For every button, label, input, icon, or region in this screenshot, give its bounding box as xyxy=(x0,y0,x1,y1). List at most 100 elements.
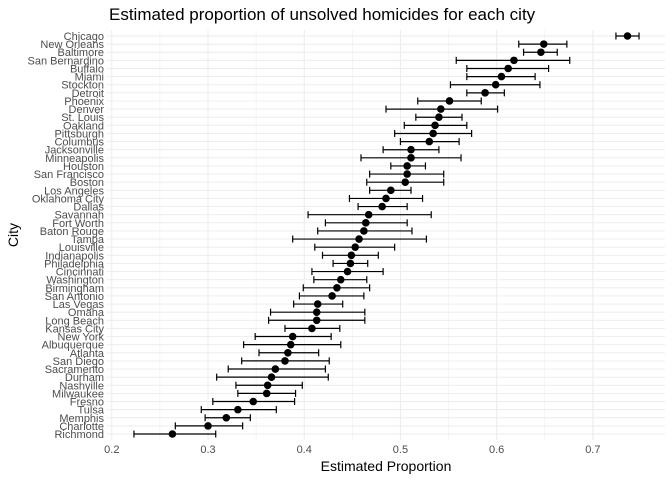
y-tick-label: Albuquerque xyxy=(42,340,104,352)
y-tick-label: Buffalo xyxy=(70,63,104,75)
data-point xyxy=(364,210,373,219)
x-tick-label: 0.4 xyxy=(297,444,312,456)
y-tick-label: Detroit xyxy=(72,88,104,100)
y-tick-label: San Francisco xyxy=(34,169,104,181)
chart-title: Estimated proportion of unsolved homicid… xyxy=(109,5,536,24)
y-tick-label: Milwaukee xyxy=(52,388,104,400)
data-point xyxy=(308,324,316,333)
data-point xyxy=(346,259,355,268)
y-tick-label: Sacramento xyxy=(45,364,104,376)
point-layer xyxy=(168,32,632,438)
y-tick-label: Durham xyxy=(65,372,104,384)
y-tick-label: Baton Rouge xyxy=(40,226,104,238)
y-tick-label: St. Louis xyxy=(61,112,104,124)
data-point xyxy=(347,251,356,260)
data-point xyxy=(267,373,276,381)
data-point xyxy=(249,397,258,406)
y-tick-label: Tulsa xyxy=(78,405,105,417)
y-tick-label: Houston xyxy=(63,161,104,173)
data-point xyxy=(425,137,434,146)
data-point xyxy=(343,267,352,276)
data-point xyxy=(284,348,292,357)
data-point xyxy=(168,430,177,438)
data-point xyxy=(288,332,297,341)
y-tick-label: Miami xyxy=(75,72,104,84)
x-tick-label: 0.3 xyxy=(200,444,215,456)
y-tick-label: Dallas xyxy=(73,202,104,214)
data-point xyxy=(360,227,368,235)
y-tick-label: San Bernardino xyxy=(28,55,104,67)
y-tick-label: San Antonio xyxy=(45,291,104,303)
y-tick-label: Pittsburgh xyxy=(54,128,104,140)
data-point xyxy=(504,64,512,73)
y-tick-label: San Diego xyxy=(53,356,104,368)
data-point xyxy=(378,202,386,211)
y-tick-label: New York xyxy=(58,332,105,344)
data-point xyxy=(387,186,395,195)
data-point xyxy=(491,80,500,89)
y-tick-label: Birmingham xyxy=(45,283,104,295)
x-tick-label: 0.2 xyxy=(104,444,119,456)
x-tick-labels: 0.2 0.3 0.4 0.5 0.6 0.7 xyxy=(104,444,600,456)
data-point xyxy=(403,170,411,178)
data-point xyxy=(281,357,289,365)
y-tick-label: Minneapolis xyxy=(45,153,104,165)
y-tick-label: Cincinnati xyxy=(56,267,104,279)
data-point xyxy=(263,381,272,390)
y-tick-label: Richmond xyxy=(54,429,104,441)
x-tick-label: 0.6 xyxy=(489,444,504,456)
y-tick-label: Omaha xyxy=(68,307,105,319)
y-tick-label: Columbus xyxy=(54,137,104,149)
data-point xyxy=(234,405,242,414)
data-point xyxy=(623,32,632,40)
data-point xyxy=(510,56,518,65)
y-tick-label: Tampa xyxy=(71,234,105,246)
data-point xyxy=(351,243,360,251)
y-tick-label: Jacksonville xyxy=(45,145,104,157)
y-tick-label: Kansas City xyxy=(45,323,104,335)
y-tick-label: Memphis xyxy=(59,413,104,425)
y-tick-label: Charlotte xyxy=(59,421,104,433)
y-tick-label: Stockton xyxy=(61,80,104,92)
data-point xyxy=(437,105,445,113)
data-point xyxy=(403,162,411,170)
y-tick-label: Denver xyxy=(69,104,105,116)
y-tick-label: New Orleans xyxy=(40,39,104,51)
data-point xyxy=(435,113,443,122)
data-point xyxy=(312,308,321,316)
y-tick-label: Baltimore xyxy=(58,47,104,59)
data-point xyxy=(537,48,545,57)
y-tick-label: Fresno xyxy=(70,397,104,409)
data-point xyxy=(355,235,363,243)
data-point xyxy=(222,413,231,422)
x-tick-label: 0.5 xyxy=(393,444,408,456)
data-point xyxy=(336,275,345,284)
data-point xyxy=(481,89,489,97)
data-point xyxy=(539,40,548,48)
data-point xyxy=(262,389,271,398)
y-tick-label: Indianapolis xyxy=(45,250,104,262)
data-point xyxy=(429,129,437,138)
y-tick-label: Louisville xyxy=(59,242,104,254)
y-tick-label: Atlanta xyxy=(70,348,105,360)
data-point xyxy=(361,219,370,227)
y-tick-label: Oakland xyxy=(63,120,104,132)
y-tick-label: Savannah xyxy=(54,210,104,222)
y-tick-label: Boston xyxy=(70,177,104,189)
data-point xyxy=(313,300,322,308)
y-tick-label: Long Beach xyxy=(45,315,104,327)
data-point xyxy=(497,72,506,81)
x-tick-label: 0.7 xyxy=(585,444,600,456)
y-tick-label: Oklahoma City xyxy=(32,193,105,205)
y-axis-title: City xyxy=(5,223,21,247)
data-point xyxy=(328,292,336,300)
y-tick-label: Washington xyxy=(46,275,104,287)
data-point xyxy=(431,121,439,130)
data-point xyxy=(382,194,390,203)
data-point xyxy=(407,154,415,162)
data-point xyxy=(312,316,321,325)
y-tick-label: Chicago xyxy=(64,31,104,43)
